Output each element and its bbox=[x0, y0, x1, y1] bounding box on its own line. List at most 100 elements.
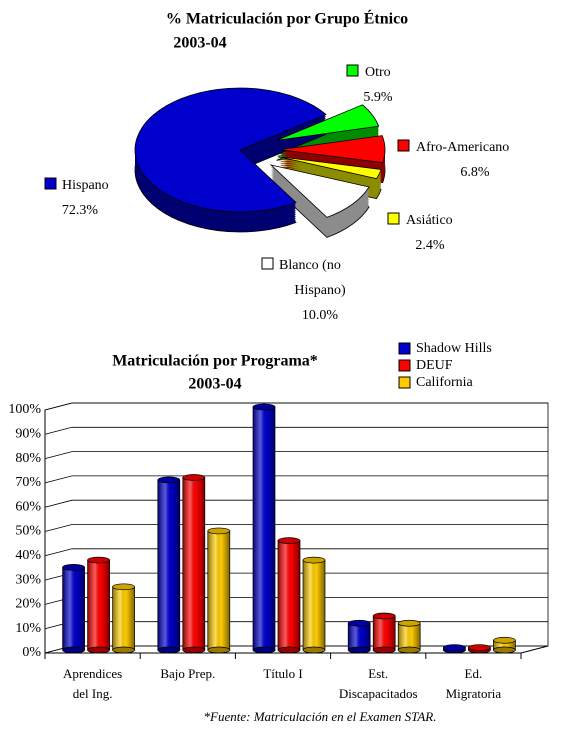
bar bbox=[347, 619, 371, 654]
bar-shade bbox=[182, 477, 205, 650]
bar-top bbox=[468, 644, 491, 651]
bar-shade bbox=[62, 567, 85, 650]
bar bbox=[112, 583, 135, 654]
slice bbox=[276, 104, 380, 141]
slice-label: Otro bbox=[365, 65, 391, 80]
bar-top bbox=[372, 612, 396, 620]
bar bbox=[62, 564, 85, 654]
legend-swatch bbox=[387, 212, 400, 225]
bar bbox=[207, 527, 231, 654]
y-tick-label: 80% bbox=[15, 451, 41, 466]
bar-bottom bbox=[112, 646, 135, 654]
slice-side bbox=[278, 160, 382, 183]
y-tick-label: 0% bbox=[22, 645, 41, 660]
y-tick-label: 20% bbox=[15, 597, 41, 612]
bar-top bbox=[112, 583, 135, 591]
bar-shade bbox=[207, 530, 230, 650]
legend-swatch bbox=[398, 359, 411, 372]
slice-value-label: 2.4% bbox=[415, 238, 445, 253]
slice bbox=[134, 87, 327, 213]
bar-top bbox=[493, 636, 516, 644]
slice-value-label: 72.3% bbox=[62, 203, 99, 218]
bar-top bbox=[62, 564, 85, 571]
legend-swatch bbox=[398, 376, 411, 389]
bar-top bbox=[347, 619, 371, 627]
bar-shade bbox=[373, 615, 396, 650]
bar-top bbox=[397, 619, 421, 627]
footnote: *Fuente: Matriculación en el Examen STAR… bbox=[204, 709, 437, 724]
bar-top bbox=[157, 476, 181, 484]
grid-line bbox=[44, 402, 548, 411]
slice bbox=[278, 156, 382, 180]
bar bbox=[302, 556, 326, 654]
y-tick-label: 70% bbox=[15, 475, 41, 490]
legend-label: California bbox=[416, 375, 474, 390]
bar-shade bbox=[493, 640, 516, 650]
bar bbox=[493, 636, 516, 654]
legend-swatch bbox=[44, 177, 57, 190]
bar-bottom bbox=[182, 646, 206, 654]
bar-bottom bbox=[62, 646, 85, 654]
x-tick-label: Ed. bbox=[465, 666, 483, 681]
bar-bottom bbox=[397, 646, 421, 654]
x-tick-label: del Ing. bbox=[73, 686, 113, 701]
bar-bottom bbox=[372, 646, 396, 654]
pie-title: % Matriculación por Grupo Étnico bbox=[166, 9, 408, 28]
grid-line bbox=[44, 499, 548, 508]
grid-line bbox=[44, 524, 548, 532]
floor-edge bbox=[520, 645, 549, 654]
slice-value-label: 10.0% bbox=[302, 308, 339, 323]
bar-top bbox=[302, 556, 326, 564]
grid-line bbox=[44, 548, 548, 557]
x-tick-label: Migratoria bbox=[446, 686, 502, 701]
legend-swatch bbox=[261, 257, 274, 270]
bar-top bbox=[277, 537, 301, 545]
slice-side bbox=[278, 162, 382, 185]
bar-top bbox=[87, 556, 110, 564]
y-tick-label: 50% bbox=[15, 524, 41, 539]
bar bbox=[372, 612, 396, 654]
x-tick-label: Discapacitados bbox=[339, 686, 418, 701]
slice-value-label: 5.9% bbox=[363, 90, 393, 105]
legend-label: DEUF bbox=[416, 358, 453, 373]
bar-bottom bbox=[157, 646, 181, 654]
y-tick-label: 100% bbox=[8, 402, 41, 417]
x-tick-label: Aprendices bbox=[63, 666, 122, 681]
slice bbox=[269, 164, 370, 218]
y-tick-label: 90% bbox=[15, 427, 41, 442]
bar-shade bbox=[303, 560, 325, 650]
bar bbox=[443, 644, 466, 654]
legend-swatch bbox=[398, 342, 411, 355]
legend-label: Shadow Hills bbox=[416, 341, 492, 356]
bar-subtitle: 2003-04 bbox=[188, 376, 241, 393]
bar-bottom bbox=[347, 646, 371, 654]
grid-line bbox=[44, 475, 548, 484]
bar-shade bbox=[348, 623, 371, 650]
bar-shade bbox=[112, 586, 135, 650]
x-tick-label: Título I bbox=[263, 666, 302, 681]
bar-bottom bbox=[207, 646, 231, 654]
bar bbox=[87, 556, 110, 654]
bar bbox=[252, 403, 276, 654]
slice bbox=[279, 135, 386, 164]
bar-shade bbox=[253, 407, 275, 650]
bar-title: Matriculación por Programa* bbox=[112, 353, 318, 370]
slice-label: Asiático bbox=[406, 213, 453, 228]
x-tick-label: Est. bbox=[368, 666, 388, 681]
y-tick-label: 40% bbox=[15, 548, 41, 563]
bar-shade bbox=[157, 479, 180, 650]
bar bbox=[182, 474, 206, 654]
slice-label: Hispano) bbox=[294, 283, 346, 298]
bar-top bbox=[182, 474, 206, 481]
bar-top bbox=[207, 527, 231, 535]
slice-label: Hispano bbox=[62, 178, 109, 193]
slice-side bbox=[278, 158, 382, 181]
bar-top bbox=[443, 644, 466, 651]
slice-label: Afro-Americano bbox=[416, 140, 509, 155]
pie-subtitle: 2003-04 bbox=[173, 35, 226, 52]
legend-swatch bbox=[397, 139, 410, 152]
bar-bottom bbox=[302, 646, 326, 654]
bar bbox=[397, 619, 421, 654]
y-tick-label: 60% bbox=[15, 499, 41, 514]
bar-bottom bbox=[277, 646, 301, 654]
